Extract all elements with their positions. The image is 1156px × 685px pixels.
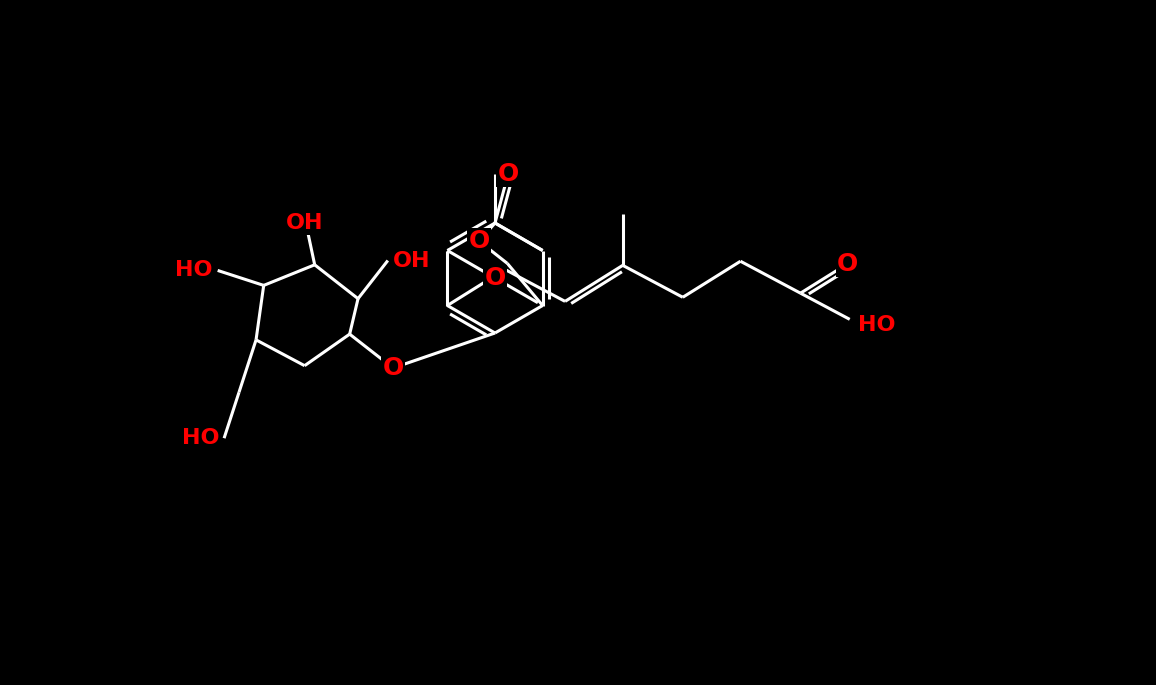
Text: OH: OH	[393, 251, 430, 271]
Text: O: O	[837, 251, 859, 275]
Text: HO: HO	[181, 428, 220, 448]
Text: OH: OH	[286, 214, 324, 234]
Text: HO: HO	[858, 315, 895, 336]
Text: O: O	[468, 229, 490, 253]
Text: HO: HO	[176, 260, 213, 280]
Text: O: O	[497, 162, 519, 186]
Text: O: O	[383, 356, 403, 380]
Text: O: O	[484, 266, 505, 290]
